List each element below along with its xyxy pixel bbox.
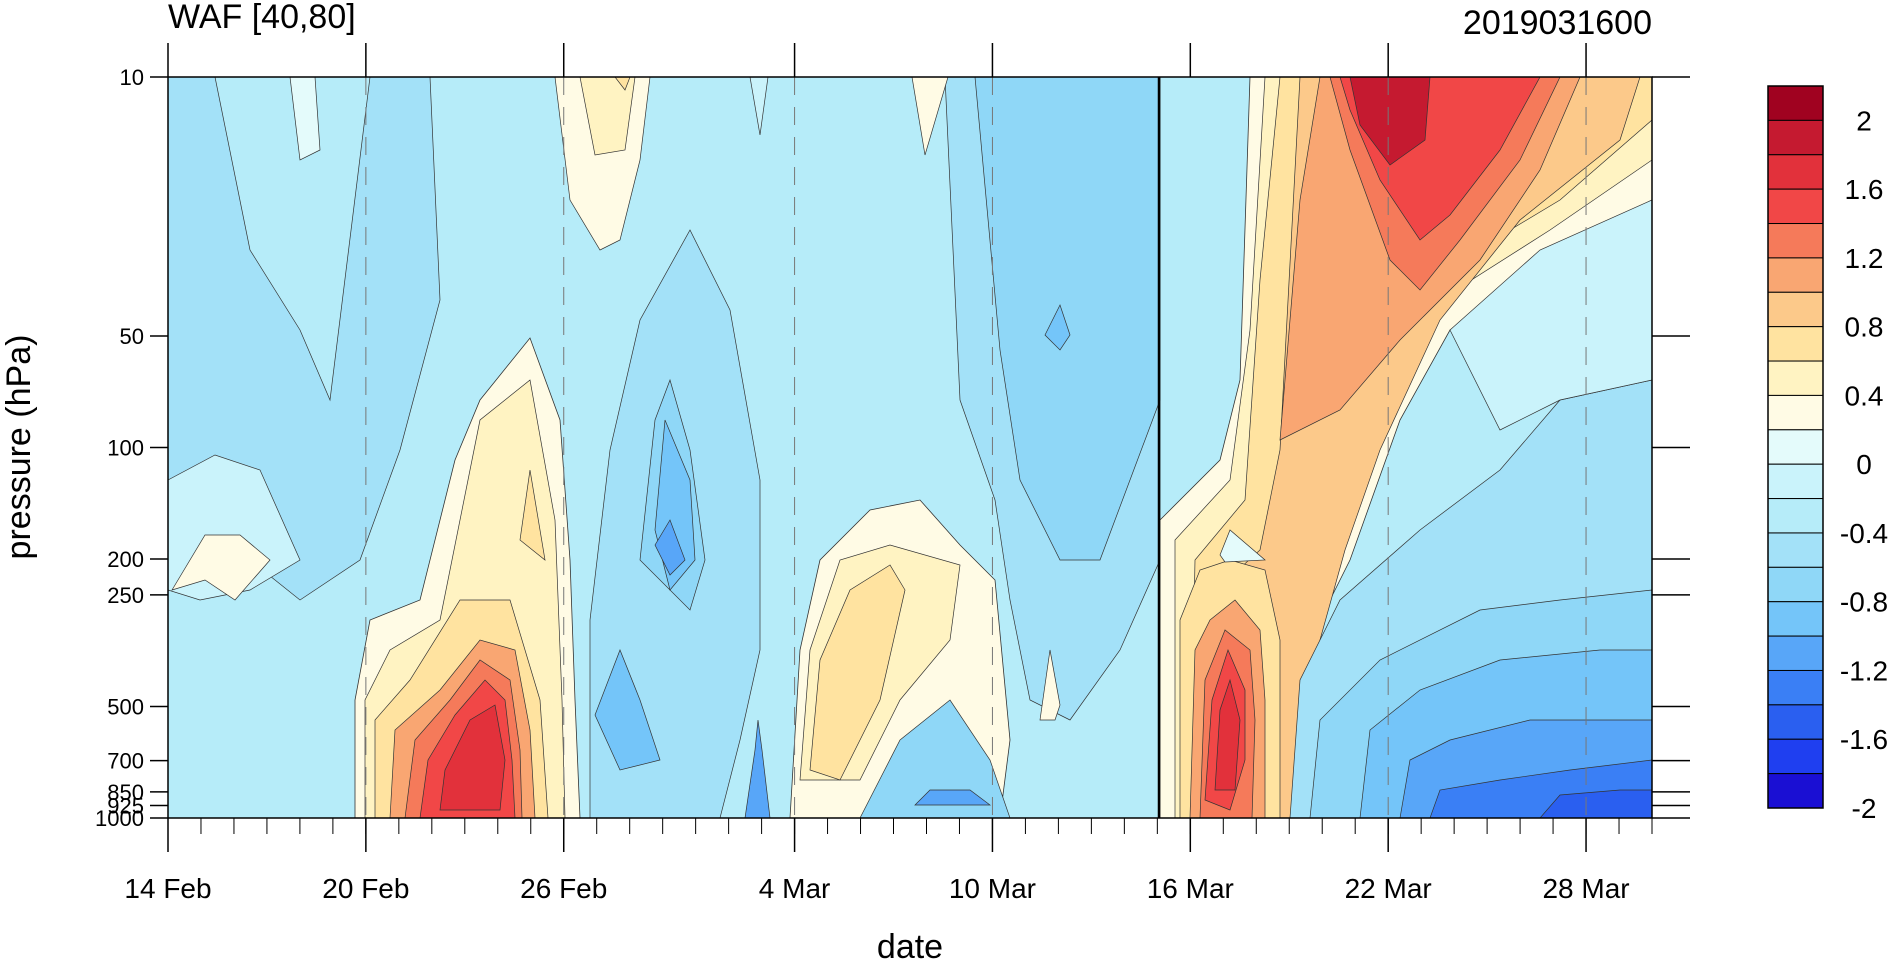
colorbar-swatch bbox=[1767, 394, 1824, 431]
colorbar-label: 0.4 bbox=[1845, 380, 1884, 411]
colorbar-swatch bbox=[1767, 566, 1824, 603]
colorbar-label: -1.2 bbox=[1840, 655, 1888, 686]
y-axis-label: pressure (hPa) bbox=[0, 335, 38, 560]
y-tick-label: 50 bbox=[120, 324, 144, 349]
region-pale-left bbox=[289, 77, 321, 161]
br-pale-upper bbox=[1449, 199, 1652, 431]
colorbar-label: -2 bbox=[1852, 793, 1877, 824]
colorbar-swatch bbox=[1767, 291, 1824, 328]
colorbar-swatch bbox=[1767, 704, 1824, 740]
colorbar-swatch bbox=[1767, 85, 1824, 121]
y-tick-label: 200 bbox=[107, 547, 144, 572]
colorbar-swatch bbox=[1767, 738, 1824, 775]
x-tick-label: 20 Feb bbox=[322, 873, 409, 904]
x-tick-label: 14 Feb bbox=[124, 873, 211, 904]
x-tick-label: 10 Mar bbox=[949, 873, 1036, 904]
colorbar-swatch bbox=[1767, 635, 1824, 671]
spike-top-mar2 bbox=[749, 77, 769, 136]
region-pos-small-left bbox=[171, 534, 271, 601]
x-tick-label: 16 Mar bbox=[1147, 873, 1234, 904]
x-tick-label: 26 Feb bbox=[520, 873, 607, 904]
colorbar-swatch bbox=[1767, 532, 1824, 568]
x-axis-label: date bbox=[877, 928, 943, 961]
colorbar-swatch bbox=[1767, 188, 1824, 225]
colorbar-swatch bbox=[1767, 773, 1824, 809]
br-blue-l6 bbox=[1539, 789, 1652, 818]
plume-late-core bbox=[1349, 77, 1431, 166]
y-tick-label: 1000 bbox=[95, 806, 144, 831]
plume-mar-low-blue2 bbox=[914, 789, 992, 806]
colorbar-label: 0.8 bbox=[1845, 312, 1884, 343]
plume-feb-core bbox=[439, 704, 506, 811]
colorbar-label: 2 bbox=[1856, 105, 1872, 136]
colorbar-swatch bbox=[1767, 601, 1824, 637]
colorbar-label: 0 bbox=[1856, 449, 1872, 480]
tongue-top-feb-in bbox=[579, 77, 636, 156]
colorbar-swatch bbox=[1767, 669, 1824, 706]
colorbar-swatch bbox=[1767, 154, 1824, 190]
colorbar-swatch bbox=[1767, 257, 1824, 293]
colorbar-label: 1.2 bbox=[1845, 243, 1884, 274]
colorbar-swatch bbox=[1767, 429, 1824, 465]
colorbar-frame bbox=[1767, 85, 1824, 809]
colorbar-label: -0.8 bbox=[1840, 587, 1888, 618]
x-gridlines bbox=[365, 77, 1587, 818]
x-tick-label: 28 Mar bbox=[1542, 873, 1629, 904]
colorbar-swatch bbox=[1767, 463, 1824, 500]
y-tick-label: 500 bbox=[107, 694, 144, 719]
colorbar-label: 1.6 bbox=[1845, 174, 1884, 205]
x-tick-label: 4 Mar bbox=[759, 873, 831, 904]
y-tick-label: 700 bbox=[107, 749, 144, 774]
column-midmar-spot bbox=[1044, 304, 1071, 351]
lobe-mar-low bbox=[594, 649, 661, 771]
chart-subtitle: 2019031600 bbox=[1463, 4, 1652, 42]
spike-top-mar bbox=[911, 77, 949, 156]
colorbar-swatch bbox=[1767, 223, 1824, 259]
colorbar-swatch bbox=[1767, 360, 1824, 396]
y-tick-label: 100 bbox=[107, 436, 144, 461]
y-tick-label: 10 bbox=[120, 65, 144, 90]
colorbar-swatch bbox=[1767, 326, 1824, 362]
colorbar-label: -0.4 bbox=[1840, 518, 1888, 549]
x-axis: 14 Feb 20 Feb 26 Feb 4 Mar 10 Mar 16 Mar 22 Ma… bbox=[124, 43, 1653, 904]
plume-feb-upper bbox=[519, 469, 546, 561]
plume-mar-l2 bbox=[809, 564, 906, 781]
plume-mar-low-blue bbox=[859, 699, 1011, 818]
chart-title: WAF [40,80] bbox=[168, 0, 356, 36]
colorbar-swatch bbox=[1767, 498, 1824, 534]
y-tick-label: 850 bbox=[107, 780, 144, 805]
x-tick-label: 22 Mar bbox=[1345, 873, 1432, 904]
spot-white-200 bbox=[1219, 529, 1266, 563]
colorbar: 2 1.6 1.2 0.8 0.4 0 -0.4 -0.8 -1.2 -1.6 -2 bbox=[1767, 85, 1888, 824]
tongue-top-feb-core bbox=[614, 77, 631, 91]
column-midmar-low bbox=[1039, 649, 1061, 721]
colorbar-swatch bbox=[1767, 119, 1824, 156]
y-tick-label: 250 bbox=[107, 583, 144, 608]
lobe-mar-low-core bbox=[744, 719, 771, 818]
lobe-mar-l3 bbox=[654, 519, 686, 576]
contour-field bbox=[168, 77, 1652, 818]
core-lowmar-core bbox=[1214, 678, 1241, 791]
colorbar-label: -1.6 bbox=[1840, 724, 1888, 755]
y-tick-label: 925 bbox=[107, 793, 144, 818]
